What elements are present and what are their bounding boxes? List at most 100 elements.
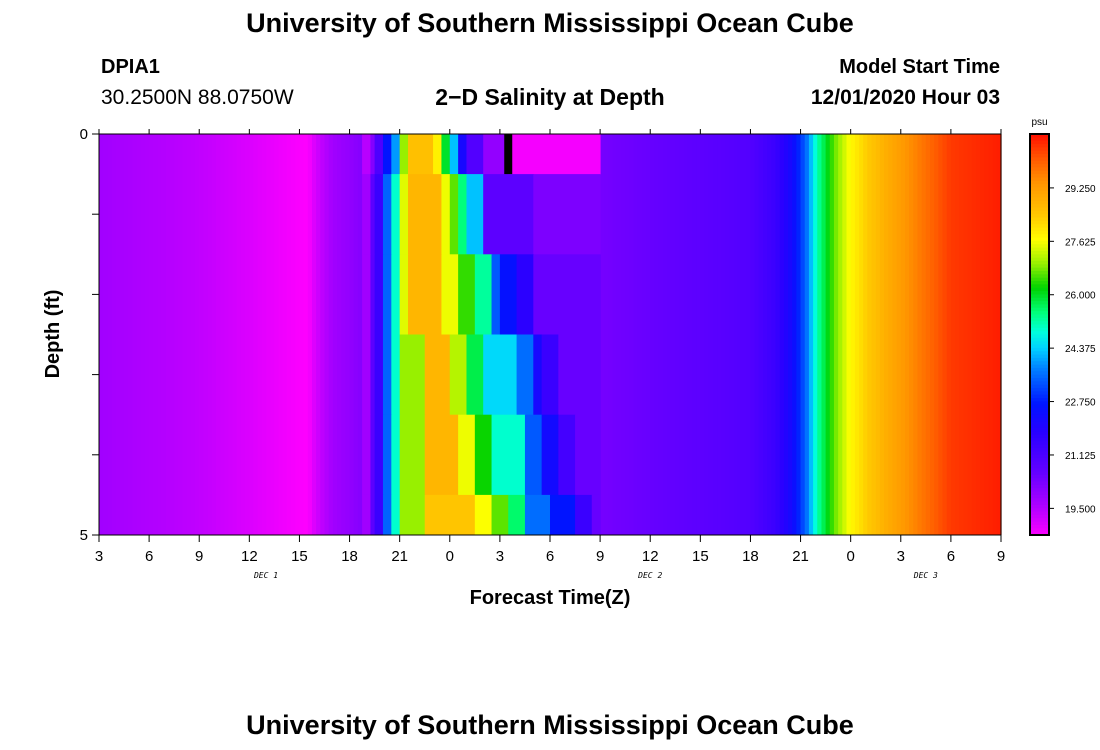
heatmap-cell xyxy=(888,134,894,535)
colorbar-cell xyxy=(1030,187,1049,192)
heatmap-cell xyxy=(399,174,409,255)
colorbar-cell xyxy=(1030,424,1049,429)
heatmap-cell xyxy=(600,134,601,175)
heatmap-cell xyxy=(274,134,280,535)
heatmap-cell xyxy=(821,134,827,535)
heatmap-cell xyxy=(441,134,451,175)
heatmap-cell xyxy=(236,134,242,535)
colorbar-cell xyxy=(1030,281,1049,285)
colorbar-cell xyxy=(1030,194,1049,199)
heatmap-cell xyxy=(157,134,163,535)
heatmap-cell xyxy=(362,414,372,496)
heatmap-cell xyxy=(391,414,401,496)
footer-title: University of Southern Mississippi Ocean… xyxy=(246,710,854,740)
heatmap-cell xyxy=(704,134,710,535)
heatmap-cell xyxy=(124,134,129,535)
colorbar-cell xyxy=(1030,174,1049,179)
heatmap-cell xyxy=(316,134,321,535)
heatmap-cell xyxy=(533,334,543,416)
heatmap-cell xyxy=(178,134,184,535)
heatmap-cell xyxy=(449,134,459,175)
heatmap-cell xyxy=(700,134,706,535)
heatmap-cell xyxy=(842,134,848,535)
colorbar-cell xyxy=(1030,494,1049,499)
colorbar-cell xyxy=(1030,337,1049,342)
colorbar-cell xyxy=(1030,357,1049,362)
heatmap-cell xyxy=(111,134,117,535)
heatmap-cell xyxy=(829,134,835,535)
heatmap-cell xyxy=(671,134,676,535)
heatmap-cell xyxy=(449,334,468,416)
x-tick-label: 12 xyxy=(642,548,659,565)
heatmap-cell xyxy=(533,174,601,255)
colorbar-cell xyxy=(1030,334,1049,339)
heatmap-cell xyxy=(637,134,643,535)
colorbar-cell xyxy=(1030,364,1049,369)
heatmap-cell xyxy=(612,134,618,535)
colorbar-cell xyxy=(1030,207,1049,212)
colorbar-cell xyxy=(1030,327,1049,332)
heatmap-cell xyxy=(641,134,647,535)
colorbar-cell xyxy=(1030,150,1049,155)
page-title: University of Southern Mississippi Ocean… xyxy=(246,8,854,38)
heatmap-cell xyxy=(474,494,493,536)
heatmap-cell xyxy=(399,414,426,496)
heatmap-cell xyxy=(658,134,664,535)
colorbar-cell xyxy=(1030,154,1049,158)
heatmap-cell xyxy=(408,174,443,255)
heatmap-cell xyxy=(391,334,401,416)
heatmap-cell xyxy=(153,134,159,535)
heatmap-cell xyxy=(391,174,401,255)
colorbar-cell xyxy=(1030,311,1049,316)
heatmap-cell xyxy=(458,254,476,335)
heatmap-cell xyxy=(930,134,935,535)
colorbar-cell xyxy=(1030,210,1049,215)
colorbar-tick-label: 24.375 xyxy=(1065,344,1096,355)
colorbar-cell xyxy=(1030,217,1049,222)
colorbar-cell xyxy=(1030,394,1049,399)
heatmap-cell xyxy=(441,174,451,255)
heatmap-cell xyxy=(541,414,559,496)
colorbar-cell xyxy=(1030,501,1049,506)
colorbar-cell xyxy=(1030,441,1049,446)
heatmap-cell xyxy=(938,134,944,535)
heatmap-cell xyxy=(307,134,313,535)
heatmap-cell xyxy=(687,134,693,535)
colorbar-cell xyxy=(1030,214,1049,219)
colorbar-cell xyxy=(1030,271,1049,275)
heatmap-cell xyxy=(850,134,856,535)
colorbar-cell xyxy=(1030,521,1049,526)
heatmap-cell xyxy=(282,134,288,535)
colorbar-cell xyxy=(1030,434,1049,439)
heatmap-cell xyxy=(946,134,952,535)
colorbar-cell xyxy=(1030,354,1049,359)
colorbar-cell xyxy=(1030,294,1049,299)
heatmap-cell xyxy=(491,414,526,496)
heatmap-cell xyxy=(278,134,284,535)
heatmap-cell xyxy=(992,134,998,535)
x-tick-label: 0 xyxy=(446,548,454,565)
heatmap-cell xyxy=(382,134,392,175)
heatmap-cell xyxy=(341,134,346,535)
colorbar-cell xyxy=(1030,144,1049,148)
heatmap-cell xyxy=(399,134,409,175)
colorbar-frame xyxy=(1029,133,1050,536)
colorbar-cell xyxy=(1030,438,1049,443)
heatmap-cell xyxy=(942,134,948,535)
heatmap-cell xyxy=(345,134,351,535)
colorbar-cell xyxy=(1030,324,1049,329)
heatmap-cell xyxy=(362,134,372,175)
heatmap-cell xyxy=(996,134,1002,535)
colorbar-cell xyxy=(1030,167,1049,172)
heatmap-cell xyxy=(558,334,601,416)
colorbar-cell xyxy=(1030,331,1049,336)
colorbar-cell xyxy=(1030,344,1049,349)
colorbar-cell xyxy=(1030,411,1049,416)
colorbar-cell xyxy=(1030,468,1049,473)
colorbar-cell xyxy=(1030,498,1049,503)
heatmap-cell xyxy=(712,134,718,535)
heatmap-cell xyxy=(917,134,923,535)
x-tick-label: 15 xyxy=(291,548,308,565)
heatmap-cell xyxy=(332,134,338,535)
